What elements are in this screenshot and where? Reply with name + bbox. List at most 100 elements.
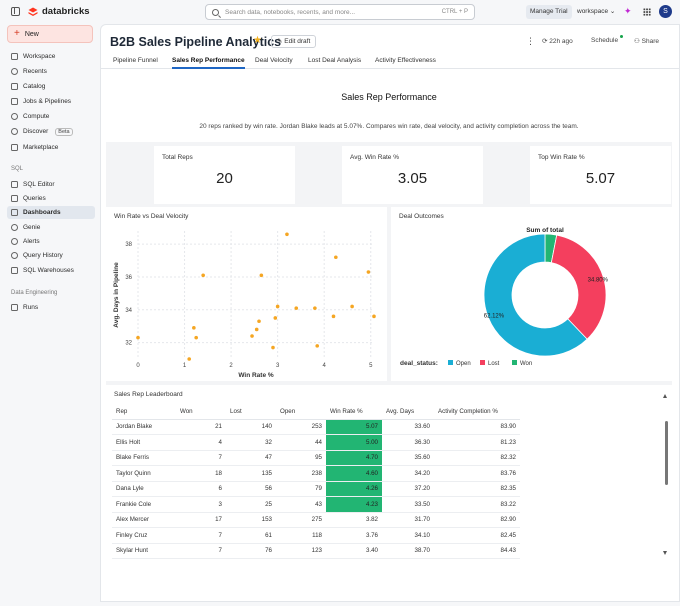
scrollbar[interactable] xyxy=(665,413,669,547)
edit-draft-button[interactable]: ✎ Edit draft xyxy=(271,35,317,48)
databricks-logo-icon xyxy=(28,7,38,16)
scatter-point[interactable] xyxy=(194,335,198,340)
scatter-point[interactable] xyxy=(285,232,289,237)
search-input[interactable]: Search data, notebooks, recents, and mor… xyxy=(205,4,475,20)
workspace-selector[interactable]: workspace ⌄ xyxy=(577,5,615,19)
sidebar-item-query-history[interactable]: Query History xyxy=(7,249,95,262)
column-header[interactable]: Rep xyxy=(112,405,176,420)
table-cell: 79 xyxy=(276,481,326,497)
scatter-point[interactable] xyxy=(136,335,140,340)
table-cell: 38.70 xyxy=(382,543,434,559)
scatter-point[interactable] xyxy=(271,345,275,350)
sidebar-item-workspace[interactable]: Workspace xyxy=(7,50,95,63)
new-button[interactable]: + New xyxy=(7,25,93,43)
sidebar-item-catalog[interactable]: Catalog xyxy=(7,80,95,93)
scatter-point[interactable] xyxy=(259,273,264,278)
logo[interactable]: databricks xyxy=(28,6,90,17)
scrollbar-thumb[interactable] xyxy=(665,421,668,485)
sidebar-item-compute[interactable]: Compute xyxy=(7,110,95,123)
table-row[interactable]: Finley Cruz 7 61 118 3.76 34.10 82.45 xyxy=(112,527,520,544)
table-cell: 47 xyxy=(226,450,276,466)
column-header[interactable]: Won xyxy=(176,405,226,420)
share-button[interactable]: ⚇ Share xyxy=(634,37,659,45)
scatter-point[interactable] xyxy=(313,306,317,310)
legend-entry[interactable]: Won xyxy=(520,361,532,367)
sidebar-item-label: Compute xyxy=(23,113,50,120)
sidebar-item-genie[interactable]: Genie xyxy=(7,221,95,234)
scatter-point[interactable] xyxy=(275,304,280,309)
sidebar-item-sql-editor[interactable]: SQL Editor xyxy=(7,178,95,191)
scatter-point[interactable] xyxy=(257,319,261,324)
column-header[interactable]: Win Rate % xyxy=(326,405,382,420)
more-options-icon[interactable]: ⋮ xyxy=(526,36,535,46)
table-row[interactable]: Dana Lyle 6 56 79 4.26 37.20 82.35 xyxy=(112,481,520,497)
schedule-button[interactable]: Schedule xyxy=(591,37,619,44)
scatter-point[interactable] xyxy=(254,327,259,332)
scroll-down-icon[interactable] xyxy=(663,551,667,555)
y-tick-label: 38 xyxy=(125,242,132,248)
table-cell: Frankie Cole xyxy=(112,496,176,513)
beta-badge: Beta xyxy=(55,127,73,136)
tab-activity-effectiveness[interactable]: Activity Effectiveness xyxy=(375,57,436,64)
sidebar-item-dashboards[interactable]: Dashboards xyxy=(7,206,95,219)
avatar[interactable]: S xyxy=(659,5,672,18)
donut-slice-open[interactable] xyxy=(483,233,588,357)
schedule-status-dot xyxy=(620,35,623,38)
table-cell: 238 xyxy=(276,465,326,482)
scroll-up-icon[interactable] xyxy=(663,394,667,398)
scatter-point[interactable] xyxy=(201,273,205,278)
table-row[interactable]: Blake Ferris 7 47 95 4.70 35.60 82.32 xyxy=(112,450,520,466)
tab-lost-deal-analysis[interactable]: Lost Deal Analysis xyxy=(308,57,362,64)
scatter-point[interactable] xyxy=(273,316,278,320)
tab-sales-rep-performance[interactable]: Sales Rep Performance xyxy=(172,57,245,69)
apps-grid-icon[interactable] xyxy=(643,8,651,16)
table-cell: 83.22 xyxy=(434,496,520,513)
table-row[interactable]: Frankie Cole 3 25 43 4.23 33.50 83.22 xyxy=(112,496,520,513)
editor-icon xyxy=(11,181,18,188)
table-row[interactable]: Skylar Hunt 7 76 123 3.40 38.70 84.43 xyxy=(112,543,520,559)
column-header[interactable]: Open xyxy=(276,405,326,420)
table-row[interactable]: Taylor Quinn 18 135 238 4.60 34.20 83.76 xyxy=(112,465,520,482)
sidebar-item-discover[interactable]: Discover Beta xyxy=(7,125,95,138)
scatter-point[interactable] xyxy=(192,326,196,330)
column-header[interactable]: Activity Completion % xyxy=(434,405,520,420)
scatter-point[interactable] xyxy=(372,314,376,319)
table-row[interactable]: Alex Mercer 17 153 275 3.82 31.70 82.90 xyxy=(112,512,520,528)
scatter-point[interactable] xyxy=(334,255,338,260)
table-cell: 82.45 xyxy=(434,527,520,544)
sidebar-item-runs[interactable]: Runs xyxy=(7,301,95,314)
sidebar-item-jobs[interactable]: Jobs & Pipelines xyxy=(7,95,95,108)
assistant-sparkle-icon[interactable]: ✦ xyxy=(624,6,632,16)
scatter-point[interactable] xyxy=(331,314,336,319)
search-shortcut: CTRL + P xyxy=(441,9,468,15)
tab-pipeline-funnel[interactable]: Pipeline Funnel xyxy=(113,57,158,64)
donut-slice-lost[interactable] xyxy=(550,234,607,340)
table-row[interactable]: Jordan Blake 21 140 253 5.07 33.60 83.90 xyxy=(112,419,520,435)
scatter-point[interactable] xyxy=(250,334,254,338)
scatter-point[interactable] xyxy=(315,344,320,348)
scatter-point[interactable] xyxy=(294,306,299,310)
table-row[interactable]: Ellis Holt 4 32 44 5.00 36.30 81.23 xyxy=(112,434,520,451)
scatter-point[interactable] xyxy=(187,357,192,361)
column-header[interactable]: Avg. Days xyxy=(382,405,434,420)
column-header[interactable]: Lost xyxy=(226,405,276,420)
sidebar-item-sql-warehouses[interactable]: SQL Warehouses xyxy=(7,264,95,277)
table-cell: Dana Lyle xyxy=(112,481,176,497)
scatter-point[interactable] xyxy=(366,270,371,274)
sidebar-item-queries[interactable]: Queries xyxy=(7,192,95,205)
sidebar-item-alerts[interactable]: Alerts xyxy=(7,235,95,248)
sidebar-item-marketplace[interactable]: Marketplace xyxy=(7,141,95,154)
sidebar-toggle-icon[interactable] xyxy=(11,7,20,16)
tab-deal-velocity[interactable]: Deal Velocity xyxy=(255,57,293,64)
sidebar-item-recents[interactable]: Recents xyxy=(7,65,95,78)
legend-entry[interactable]: Open xyxy=(456,361,471,367)
table-cell: 140 xyxy=(226,419,276,435)
legend-entry[interactable]: Lost xyxy=(488,361,500,367)
sidebar-item-label: SQL Warehouses xyxy=(23,267,74,274)
star-icon[interactable]: ★ xyxy=(253,35,262,46)
table-cell: 83.90 xyxy=(434,419,520,435)
scatter-point[interactable] xyxy=(350,304,354,309)
refresh-button[interactable]: ⟳ 22h ago xyxy=(542,37,573,45)
manage-trial-button[interactable]: Manage Trial xyxy=(526,5,572,19)
